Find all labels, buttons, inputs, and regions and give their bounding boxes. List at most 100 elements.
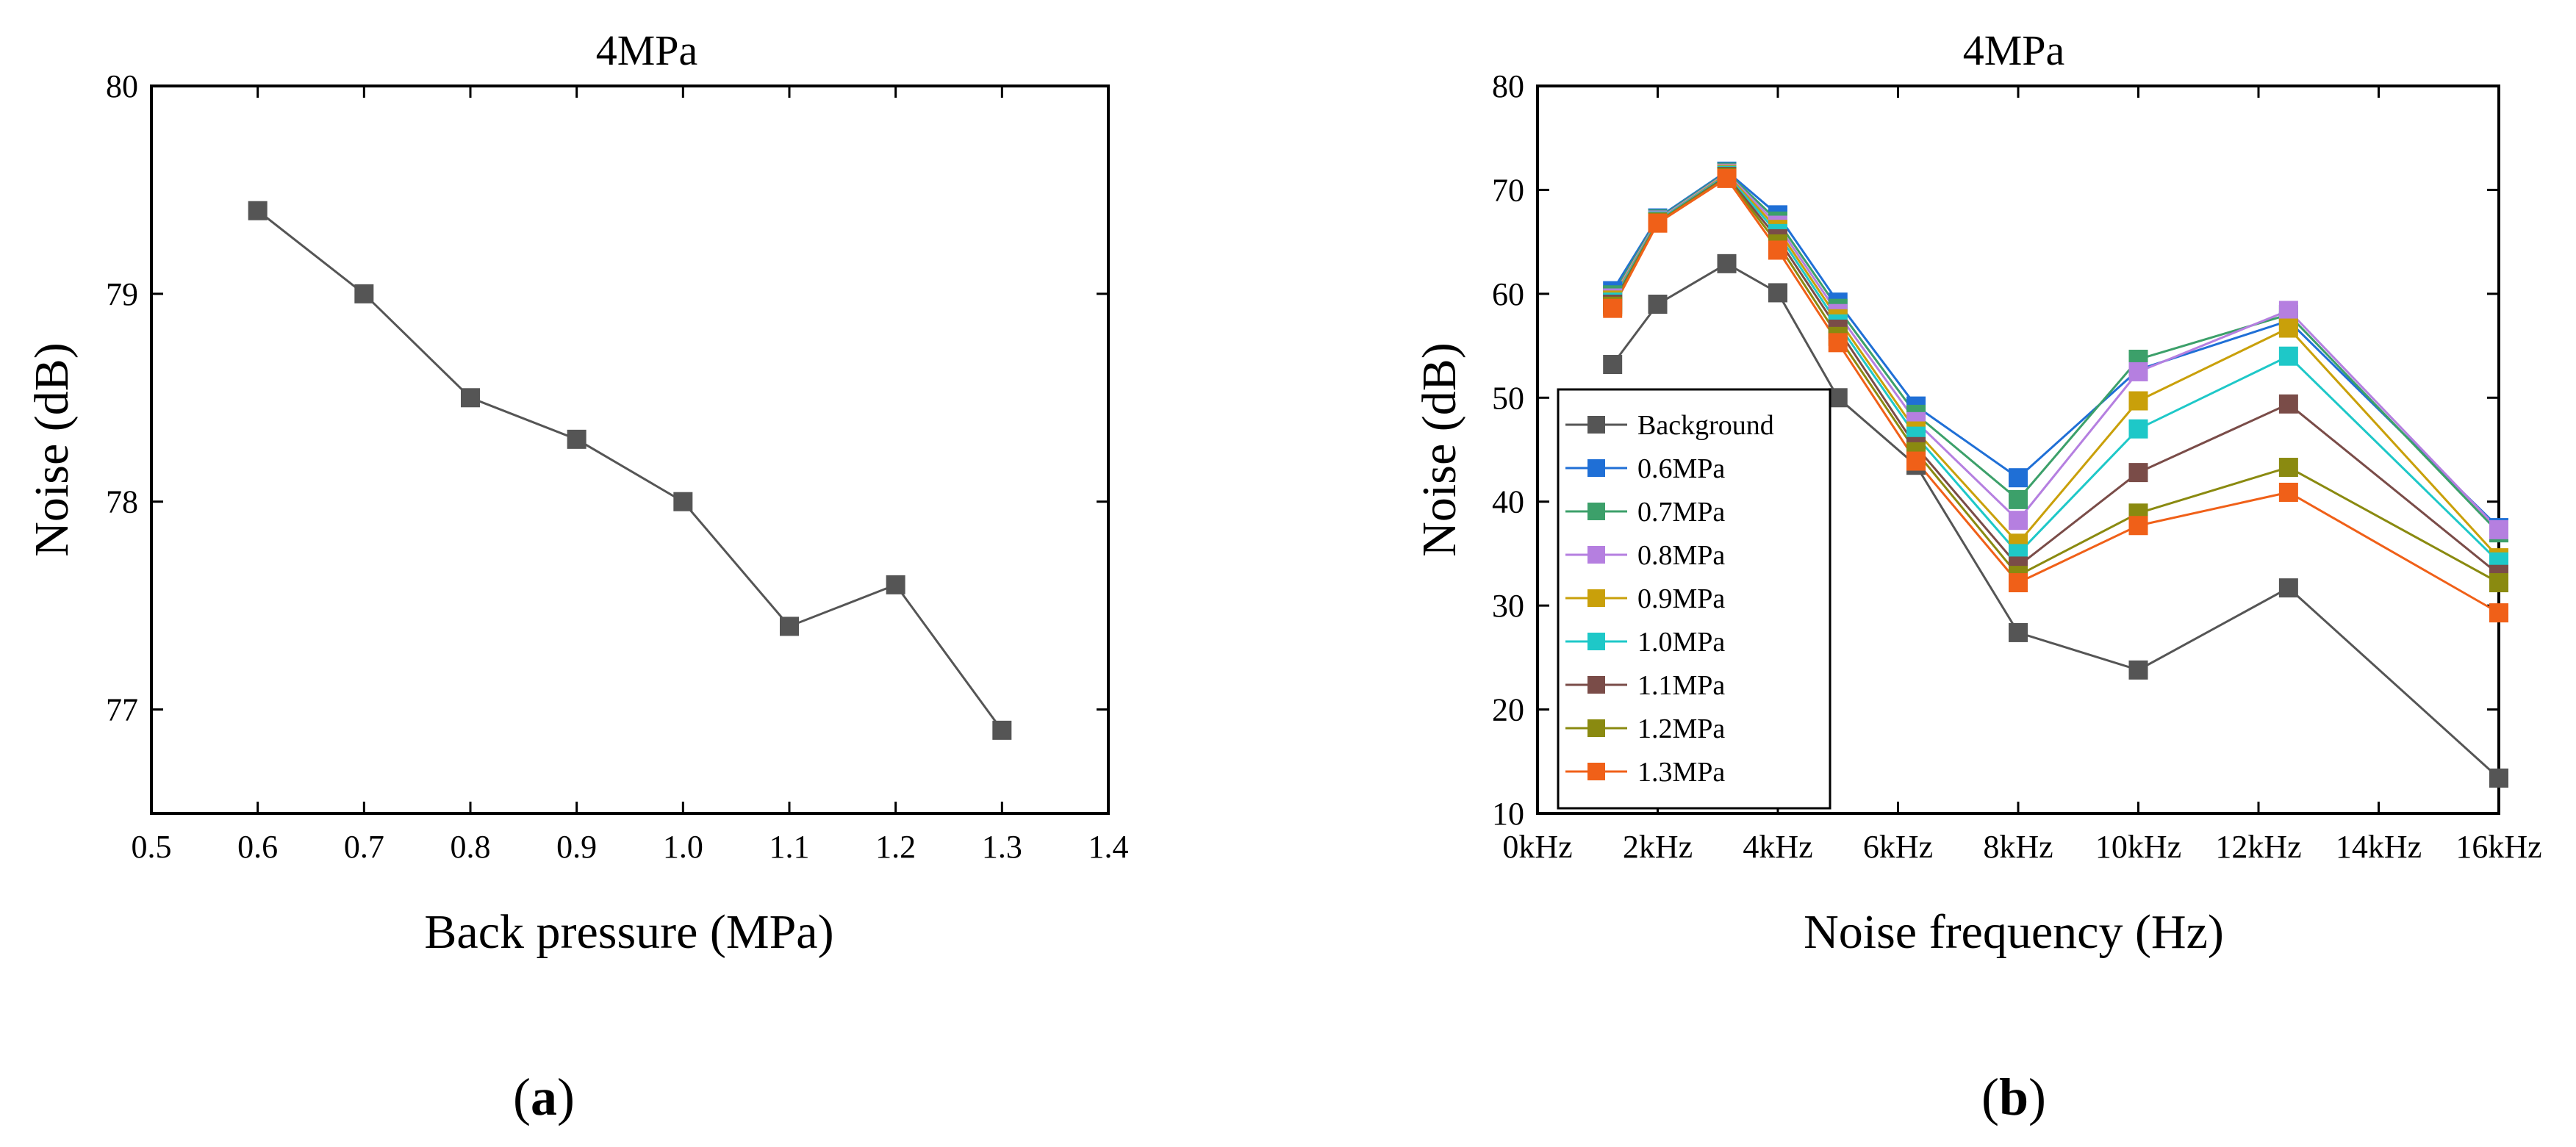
legend-swatch-marker: [1587, 676, 1605, 694]
b-point-background: [1603, 355, 1623, 375]
a-series-line-noise: [256, 209, 1003, 731]
b-point-0-8mpa: [2278, 301, 2298, 320]
b-point-0-9mpa: [2278, 318, 2298, 338]
b-point-1-2mpa: [2489, 573, 2508, 593]
b-point-1-3mpa: [1648, 213, 1668, 233]
b-point-0-8mpa: [2009, 511, 2028, 531]
a-point-noise: [992, 720, 1012, 740]
chart-a-y-axis-title: Noise (dB): [25, 342, 79, 556]
b-point-background: [2278, 578, 2298, 598]
legend-label: 1.2MPa: [1637, 713, 1725, 744]
chart-a: 4MPa 0.5 0.6 0.7 0.8 0.9 1.0 1.1 1.2 1.3 1.4 77 78…: [25, 26, 1129, 1126]
b-series-line-background: [1611, 262, 2500, 780]
a-point-noise: [673, 492, 693, 511]
b-x-tick-label: 2kHz: [1623, 829, 1693, 865]
chart-a-markers: [248, 201, 1012, 740]
a-x-tick-label: 0.6: [237, 829, 278, 865]
a-x-tick-label: 1.1: [769, 829, 810, 865]
chart-b-markers: [1603, 161, 2508, 788]
chart-b-y-axis-title: Noise (dB): [1413, 342, 1466, 556]
b-point-background: [2009, 622, 2028, 642]
legend-label: 0.7MPa: [1637, 497, 1725, 528]
chart-a-x-axis-title: Back pressure (MPa): [424, 905, 833, 959]
legend-swatch-marker: [1587, 763, 1605, 780]
chart-b-title: 4MPa: [1963, 26, 2065, 74]
b-point-1-1mpa: [2278, 394, 2298, 414]
legend-swatch-marker: [1587, 719, 1605, 737]
b-point-1-2mpa: [2278, 458, 2298, 478]
b-point-1-3mpa: [1717, 168, 1737, 188]
b-point-background: [2489, 768, 2508, 788]
b-point-1-1mpa: [2128, 463, 2148, 483]
b-point-background: [1648, 295, 1668, 314]
b-point-1-3mpa: [1828, 333, 1848, 353]
a-point-noise: [780, 616, 799, 636]
a-point-noise: [354, 284, 374, 303]
b-series-line-1-3mpa: [1611, 176, 2500, 614]
b-point-0-6mpa: [2009, 468, 2028, 488]
a-point-noise: [248, 201, 268, 220]
b-point-0-9mpa: [2128, 391, 2148, 411]
b-x-tick-label: 16kHz: [2455, 829, 2541, 865]
legend-swatch-marker: [1587, 589, 1605, 607]
legend-label: 1.3MPa: [1637, 757, 1725, 788]
legend-swatch-marker: [1587, 459, 1605, 477]
chart-b-ticks: [1536, 85, 2500, 815]
b-point-background: [1768, 283, 1787, 303]
b-x-tick-label: 12kHz: [2215, 829, 2301, 865]
a-x-tick-label: 0.7: [344, 829, 384, 865]
b-point-1-3mpa: [2009, 573, 2028, 593]
b-x-tick-label: 6kHz: [1863, 829, 1933, 865]
b-point-1-3mpa: [2489, 603, 2508, 623]
a-point-noise: [567, 429, 586, 449]
b-point-1-0mpa: [2128, 419, 2148, 439]
b-point-background: [1717, 254, 1737, 273]
a-y-tick-label: 80: [106, 68, 138, 104]
b-y-tick-label: 20: [1492, 692, 1524, 728]
chart-a-x-tick-labels: 0.5 0.6 0.7 0.8 0.9 1.0 1.1 1.2 1.3 1.4: [132, 829, 1129, 865]
a-x-tick-label: 1.4: [1088, 829, 1129, 865]
chart-b-legend: Background 0.6MPa 0.7MPa 0.8MPa 0.9MPa 1.0MPa…: [1557, 388, 1831, 810]
b-x-tick-label: 14kHz: [2336, 829, 2422, 865]
chart-b-x-tick-labels: 0kHz 2kHz 4kHz 6kHz 8kHz 10kHz 12kHz 14kHz 16kHz: [1502, 829, 2541, 865]
chart-a-title: 4MPa: [596, 26, 698, 74]
legend-label: 0.9MPa: [1637, 583, 1725, 614]
a-x-tick-label: 1.2: [875, 829, 916, 865]
legend-label: Background: [1637, 410, 1774, 441]
panel-label-a: (a): [513, 1068, 575, 1126]
chart-b-series-lines: [1611, 170, 2500, 780]
b-y-tick-label: 70: [1492, 172, 1524, 208]
chart-a-ticks: [150, 85, 1110, 813]
b-point-1-3mpa: [2128, 516, 2148, 536]
b-x-tick-label: 4kHz: [1743, 829, 1812, 865]
b-x-tick-label: 0kHz: [1502, 829, 1572, 865]
chart-b: 4MPa 0kHz 2kHz 4kHz 6kHz 8kHz 10kHz 12kHz 14kHz…: [1413, 26, 2542, 1126]
b-point-0-7mpa: [2009, 489, 2028, 509]
a-y-tick-label: 78: [106, 484, 138, 520]
b-point-1-3mpa: [2278, 482, 2298, 502]
b-point-0-8mpa: [2489, 519, 2508, 539]
a-x-tick-label: 0.9: [556, 829, 597, 865]
b-point-1-3mpa: [1603, 298, 1623, 318]
b-point-1-0mpa: [2278, 346, 2298, 366]
a-x-tick-label: 1.3: [982, 829, 1022, 865]
legend-label: 1.0MPa: [1637, 627, 1725, 658]
panel-label-b: (b): [1981, 1068, 2046, 1126]
legend-items: Background 0.6MPa 0.7MPa 0.8MPa 0.9MPa 1.0MPa…: [1565, 410, 1774, 788]
chart-a-y-tick-labels: 77 78 79 80: [106, 68, 138, 728]
b-x-tick-label: 10kHz: [2095, 829, 2181, 865]
legend-swatch-marker: [1587, 546, 1605, 564]
b-point-background: [2128, 660, 2148, 680]
a-y-tick-label: 79: [106, 276, 138, 312]
b-y-tick-label: 60: [1492, 276, 1524, 312]
legend-label: 0.6MPa: [1637, 453, 1725, 484]
a-x-tick-label: 0.8: [451, 829, 491, 865]
b-x-tick-label: 8kHz: [1983, 829, 2053, 865]
a-point-noise: [461, 388, 480, 408]
b-point-background: [1828, 388, 1848, 408]
chart-a-series-lines: [256, 209, 1003, 731]
b-y-tick-label: 80: [1492, 68, 1524, 104]
chart-b-x-axis-title: Noise frequency (Hz): [1804, 905, 2224, 959]
b-y-tick-label: 30: [1492, 588, 1524, 624]
